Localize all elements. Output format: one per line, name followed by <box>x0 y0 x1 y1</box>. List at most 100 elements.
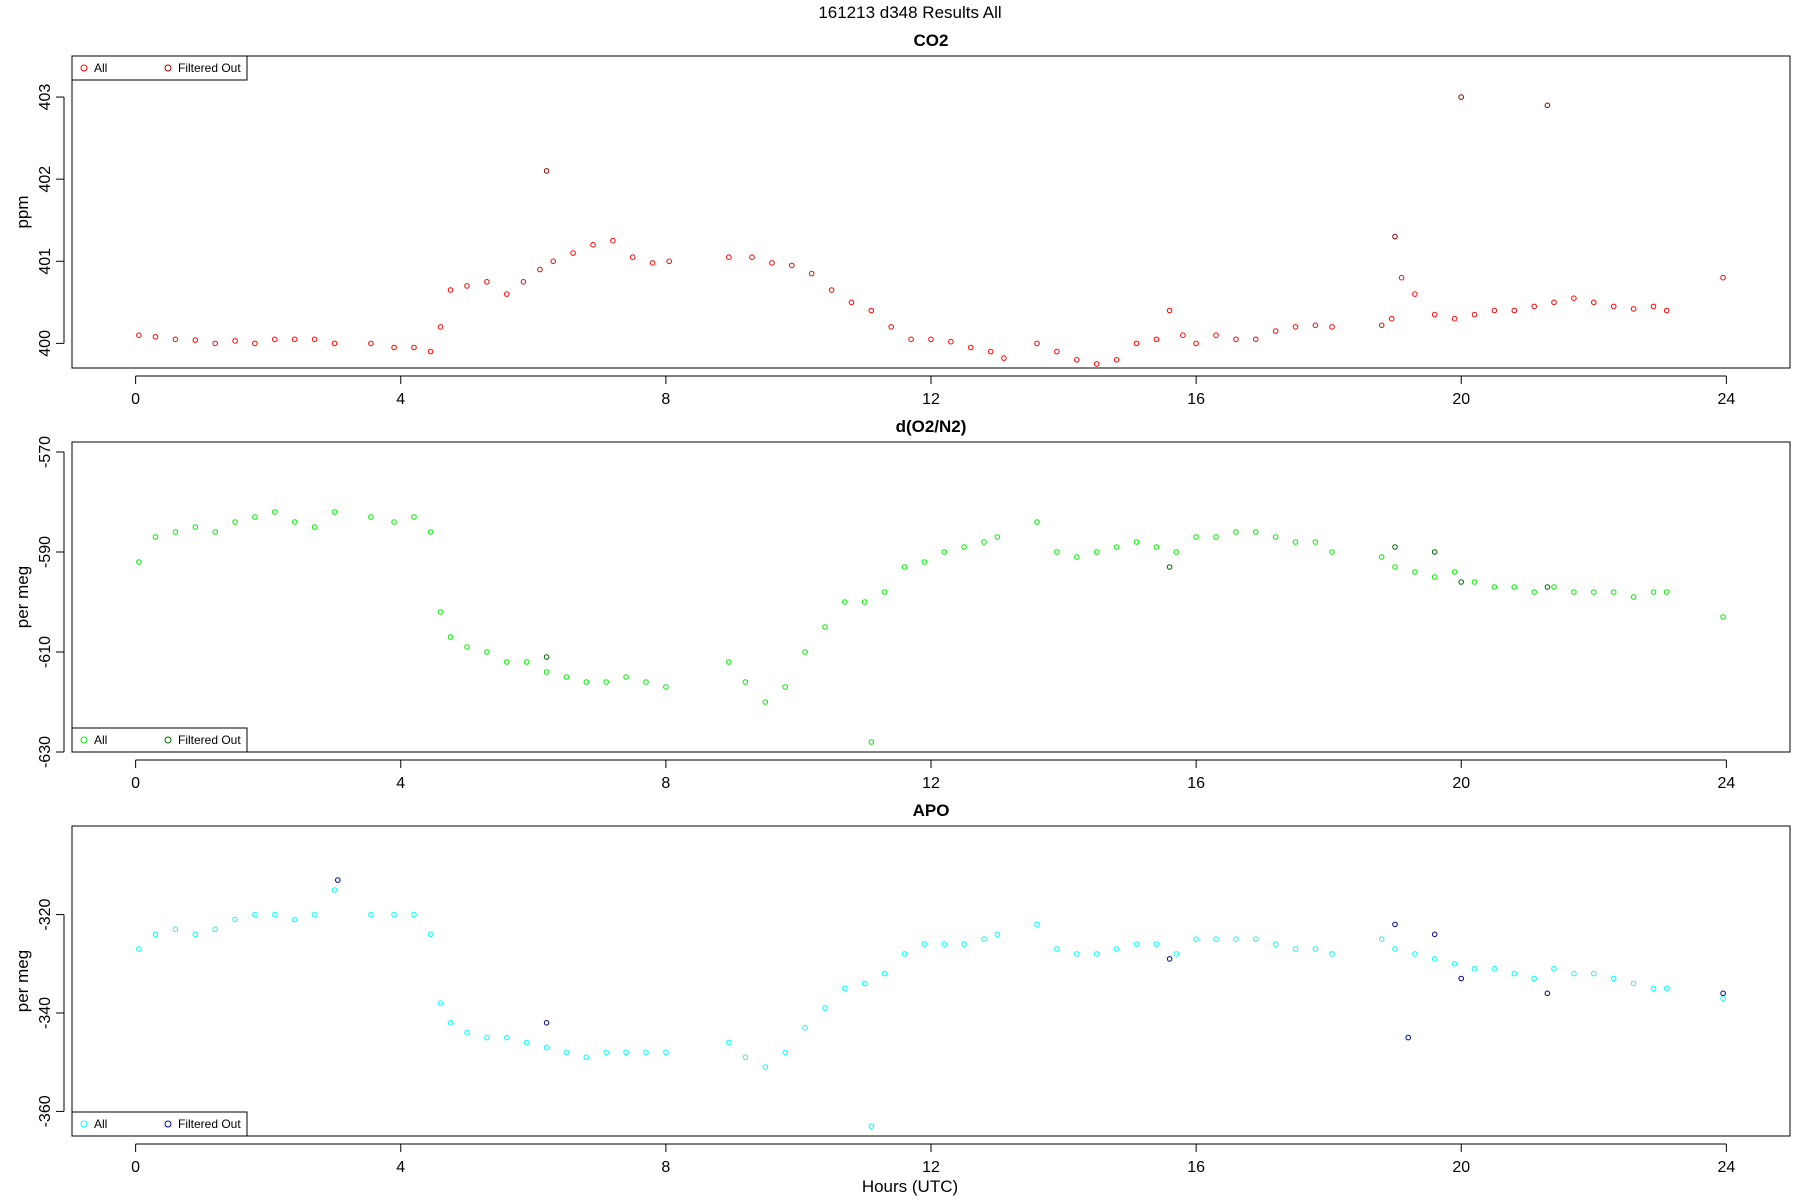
data-point <box>1412 569 1418 575</box>
data-point <box>994 931 1001 938</box>
data-point <box>901 951 908 957</box>
series-all <box>136 237 1726 367</box>
data-point <box>1213 534 1219 540</box>
data-point <box>311 524 318 530</box>
data-point <box>311 336 318 343</box>
data-point <box>1153 941 1160 947</box>
data-point <box>782 1049 789 1056</box>
data-point <box>368 340 374 347</box>
data-point <box>868 307 875 314</box>
y-axis-label: per meg <box>13 950 32 1012</box>
series-all <box>136 509 1726 745</box>
data-point <box>411 344 417 351</box>
data-point <box>1471 965 1478 972</box>
data-point <box>447 1020 454 1026</box>
x-tick-label: 20 <box>1452 775 1470 792</box>
data-point <box>1113 544 1120 550</box>
data-point <box>808 270 815 277</box>
series-filtered-out <box>543 94 1551 240</box>
data-point <box>1591 970 1597 977</box>
data-point <box>623 1049 629 1056</box>
data-point <box>1491 584 1498 590</box>
data-point <box>1531 589 1537 595</box>
data-point <box>802 649 808 655</box>
data-point <box>1431 931 1438 938</box>
data-point <box>1074 357 1080 363</box>
data-point <box>1551 584 1557 590</box>
data-point <box>1458 975 1464 982</box>
data-point <box>1173 549 1179 555</box>
data-point <box>1650 589 1657 595</box>
data-point <box>901 564 908 570</box>
data-point <box>1571 589 1577 595</box>
x-tick-label: 12 <box>922 1159 940 1176</box>
data-point <box>583 1054 590 1061</box>
x-tick-label: 12 <box>922 391 940 408</box>
data-point <box>212 340 218 347</box>
data-point <box>504 291 510 297</box>
data-point <box>1720 995 1726 1002</box>
data-point <box>1173 951 1179 957</box>
data-point <box>1054 946 1060 952</box>
data-point <box>368 514 374 520</box>
data-point <box>1412 291 1418 297</box>
data-point <box>427 931 434 938</box>
data-point <box>1312 539 1319 545</box>
data-point <box>1113 946 1120 952</box>
data-point <box>908 336 914 343</box>
data-point <box>543 1020 550 1026</box>
legend-entry: Filtered Out <box>178 733 241 747</box>
data-point <box>941 941 948 947</box>
data-point <box>1650 985 1657 992</box>
data-point <box>152 534 159 540</box>
y-axis-label: per meg <box>13 566 32 628</box>
data-point <box>1471 579 1478 585</box>
legend-entry: All <box>94 61 107 75</box>
legend-entry: Filtered Out <box>178 61 241 75</box>
data-point <box>1093 361 1100 367</box>
data-point <box>464 644 470 650</box>
data-point <box>822 1005 828 1011</box>
x-tick-label: 20 <box>1452 391 1470 408</box>
data-point <box>437 324 444 330</box>
x-tick-label: 0 <box>131 391 140 408</box>
data-point <box>427 529 434 535</box>
data-point <box>537 266 543 273</box>
data-point <box>136 946 142 952</box>
legend: All Filtered Out <box>71 1111 248 1137</box>
plot-frame <box>71 55 1791 369</box>
y-axis-label: ppm <box>13 195 32 228</box>
x-tick-label: 4 <box>396 1159 405 1176</box>
data-point <box>1720 990 1726 997</box>
data-point <box>769 260 775 266</box>
data-point <box>1392 564 1398 570</box>
data-point <box>1166 307 1173 314</box>
data-point <box>543 654 550 660</box>
data-point <box>520 279 527 285</box>
panel-title: APO <box>913 801 950 820</box>
data-point <box>1001 355 1007 361</box>
data-point <box>1663 589 1670 595</box>
data-point <box>427 348 434 355</box>
data-point <box>437 609 444 615</box>
data-point <box>1630 594 1637 600</box>
data-point <box>848 299 855 306</box>
x-tick-label: 20 <box>1452 1159 1470 1176</box>
plot-frame <box>71 825 1791 1137</box>
y-tick-label: 401 <box>37 248 54 275</box>
data-point <box>368 911 374 918</box>
panel-3: APO 0 4 8 12 16 20 24 -320 -340 -360 per meg All Filt… <box>13 801 1791 1176</box>
data-point <box>1292 539 1299 545</box>
data-point <box>252 340 258 347</box>
data-point <box>941 549 948 555</box>
data-point <box>742 1054 749 1061</box>
data-point <box>749 254 755 261</box>
data-point <box>1551 965 1557 972</box>
data-point <box>1329 324 1335 330</box>
data-point <box>961 544 967 550</box>
data-point <box>1663 985 1670 992</box>
data-point <box>868 739 875 745</box>
legend-entry: Filtered Out <box>178 1117 241 1131</box>
data-point <box>928 336 934 343</box>
data-point <box>563 1049 570 1056</box>
